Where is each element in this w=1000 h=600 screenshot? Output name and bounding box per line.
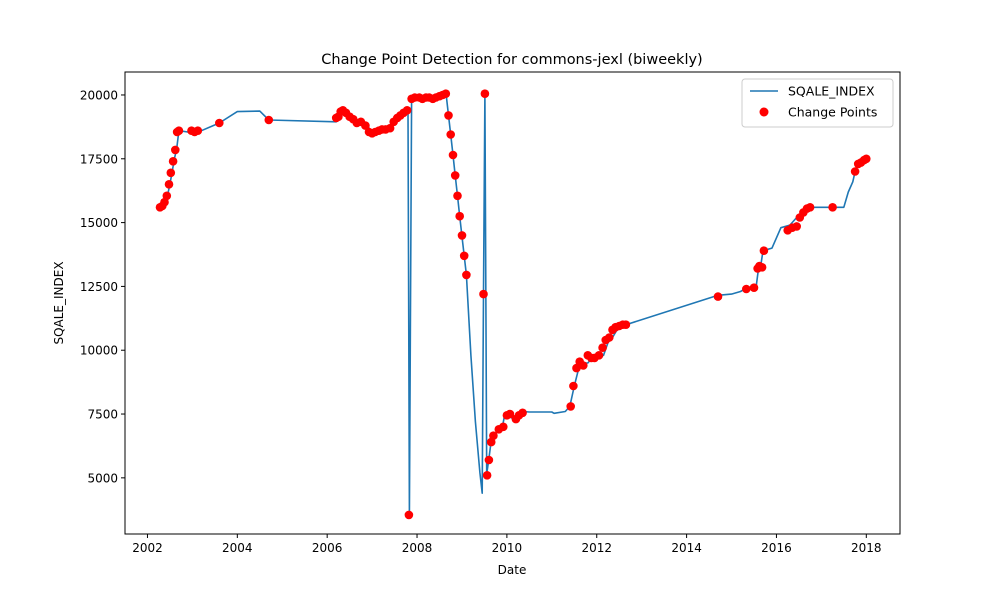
change-point-marker bbox=[489, 431, 498, 441]
change-point-marker bbox=[579, 361, 588, 370]
change-point-marker bbox=[462, 270, 471, 280]
change-point-marker bbox=[264, 115, 274, 125]
change-point-marker bbox=[569, 381, 578, 391]
change-point-marker bbox=[361, 121, 370, 130]
x-axis: 2002 2004 2006 2008 2010 2012 2014 2016 2018 bbox=[132, 534, 882, 555]
change-point-marker bbox=[862, 154, 871, 164]
x-tick-label: 2014 bbox=[671, 541, 702, 555]
change-point-marker bbox=[174, 126, 184, 135]
change-point-marker bbox=[215, 118, 224, 128]
plot-area bbox=[124, 71, 901, 535]
y-tick-label: 12500 bbox=[80, 280, 118, 294]
change-point-marker bbox=[457, 231, 467, 240]
change-point-marker bbox=[455, 211, 465, 221]
x-tick-label: 2008 bbox=[402, 541, 433, 555]
x-tick-label: 2016 bbox=[761, 541, 792, 555]
x-tick-label: 2010 bbox=[492, 541, 523, 555]
change-point-marker bbox=[505, 409, 515, 419]
change-point-marker bbox=[446, 130, 456, 139]
change-point-marker bbox=[749, 283, 759, 293]
change-point-marker bbox=[450, 171, 460, 180]
y-tick-label: 17500 bbox=[80, 152, 118, 166]
y-axis-label: SQALE_INDEX bbox=[52, 261, 66, 344]
change-point-marker bbox=[792, 222, 801, 231]
axes-frame bbox=[124, 71, 901, 535]
legend: SQALE_INDEX Change Points bbox=[741, 78, 894, 128]
change-point-marker bbox=[171, 145, 180, 155]
change-point-marker bbox=[518, 408, 527, 418]
change-point-marker bbox=[404, 510, 414, 520]
y-axis: 5000 7500 10000 12500 15000 17500 20000 bbox=[80, 88, 125, 485]
legend-marker-swatch bbox=[759, 107, 769, 117]
y-tick-label: 15000 bbox=[80, 216, 118, 230]
change-point-marker bbox=[453, 191, 462, 201]
change-point-marker bbox=[566, 402, 575, 411]
change-point-marker bbox=[759, 246, 769, 255]
y-tick-label: 5000 bbox=[87, 471, 118, 485]
x-tick-label: 2004 bbox=[222, 541, 253, 555]
change-point-marker bbox=[441, 89, 451, 98]
y-tick-label: 10000 bbox=[80, 344, 118, 358]
chart-title: Change Point Detection for commons-jexl … bbox=[321, 52, 702, 68]
change-point-marker bbox=[742, 284, 751, 294]
change-point-marker bbox=[166, 168, 176, 178]
change-point-marker bbox=[402, 106, 412, 115]
change-point-marker bbox=[713, 292, 723, 301]
change-point-marker bbox=[479, 289, 488, 299]
change-point-marker bbox=[828, 203, 837, 212]
change-point-marker bbox=[482, 471, 492, 480]
change-point-marker bbox=[805, 203, 815, 212]
legend-label-points: Change Points bbox=[788, 105, 877, 120]
change-point-marker bbox=[385, 123, 395, 133]
change-point-marker bbox=[850, 167, 860, 176]
x-tick-label: 2012 bbox=[581, 541, 612, 555]
y-tick-label: 20000 bbox=[80, 88, 118, 102]
y-tick-label: 7500 bbox=[87, 408, 118, 422]
change-point-marker bbox=[594, 351, 604, 360]
change-point-marker bbox=[572, 363, 581, 373]
change-point-marker bbox=[499, 422, 508, 432]
change-point-marker bbox=[193, 126, 203, 135]
change-point-marker bbox=[448, 150, 458, 160]
change-point-marker bbox=[162, 191, 172, 201]
legend-box bbox=[741, 78, 894, 128]
change-point-marker bbox=[168, 157, 178, 166]
x-tick-label: 2018 bbox=[851, 541, 882, 555]
change-point-marker bbox=[459, 251, 469, 261]
scatter-series bbox=[155, 89, 871, 520]
change-point-marker bbox=[605, 333, 614, 342]
x-tick-label: 2002 bbox=[132, 541, 163, 555]
change-point-marker bbox=[621, 320, 631, 330]
x-tick-label: 2006 bbox=[312, 541, 343, 555]
change-point-marker bbox=[444, 111, 453, 120]
change-point-marker bbox=[484, 455, 494, 465]
change-point-marker bbox=[164, 180, 174, 189]
change-point-marker bbox=[757, 263, 767, 272]
legend-label-line: SQALE_INDEX bbox=[788, 84, 875, 99]
change-point-marker bbox=[598, 343, 607, 353]
change-point-marker bbox=[480, 89, 490, 98]
x-axis-label: Date bbox=[498, 563, 527, 577]
